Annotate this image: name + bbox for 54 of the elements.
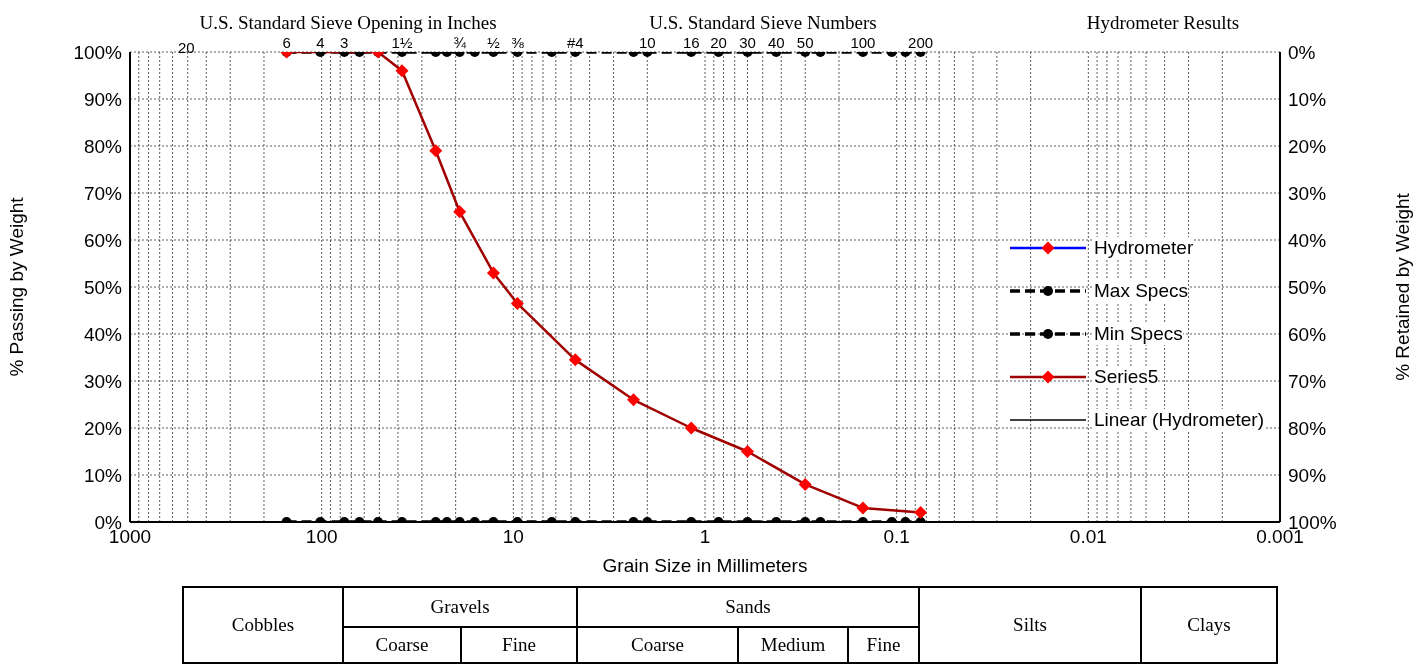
annotation: 20 bbox=[710, 34, 727, 51]
annotation: 100 bbox=[850, 34, 876, 51]
y-tick-label: 90% bbox=[83, 88, 123, 110]
y2-tick-label: 70% bbox=[1288, 370, 1327, 392]
text: U.S. Standard Sieve Numbers bbox=[648, 12, 878, 34]
y2-tick-label: 10% bbox=[1288, 88, 1327, 110]
x-axis-title: Grain Size in Millimeters bbox=[602, 555, 808, 576]
y2-tick-label: 40% bbox=[1288, 229, 1327, 251]
x-tick-label: 0.1 bbox=[883, 526, 910, 548]
x-tick-label: 10 bbox=[502, 526, 524, 548]
y2-tick-label: 0% bbox=[1288, 41, 1316, 63]
soil-classification-table: Cobbles Gravels Coarse Fine Sands Coarse Medium Fine Silts Clays bbox=[182, 586, 1278, 664]
y2-tick-label: 90% bbox=[1288, 464, 1327, 486]
y-tick-label: 80% bbox=[83, 135, 123, 157]
annotation: 40 bbox=[767, 34, 785, 51]
annotation: ⅜ bbox=[511, 34, 525, 51]
y-tick-label: 70% bbox=[83, 182, 123, 204]
annotation: 3 bbox=[340, 34, 349, 51]
y2-axis-title: % Retained by Weight bbox=[1391, 192, 1413, 381]
text: U.S. Standard Sieve Opening in Inches bbox=[198, 12, 498, 34]
y-tick-label: 50% bbox=[83, 276, 123, 298]
annotation: ½ bbox=[487, 34, 501, 51]
y2-tick-label: 60% bbox=[1288, 323, 1327, 345]
text: Hydrometer Results bbox=[1085, 12, 1241, 34]
annotation: 20 bbox=[178, 39, 195, 56]
y-tick-label: 30% bbox=[83, 370, 123, 392]
annotation: 50 bbox=[796, 34, 814, 51]
annotation: 30 bbox=[739, 34, 756, 51]
legend-label: Min Specs bbox=[1094, 322, 1183, 345]
y-tick-label: 10% bbox=[83, 464, 123, 486]
y-axis-title: % Passing by Weight bbox=[5, 196, 27, 377]
legend-label: Max Specs bbox=[1094, 279, 1188, 302]
annotation: 4 bbox=[316, 34, 325, 51]
legend-label: Linear (Hydrometer) bbox=[1094, 408, 1264, 431]
y2-tick-label: 20% bbox=[1288, 135, 1327, 157]
annotation: 10 bbox=[638, 34, 656, 51]
annotation: 200 bbox=[908, 34, 934, 51]
y-tick-label: 20% bbox=[83, 417, 123, 439]
annotation: #4 bbox=[566, 34, 584, 51]
legend-label: Hydrometer bbox=[1094, 236, 1194, 259]
y2-tick-label: 80% bbox=[1288, 417, 1327, 439]
annotation: 1½ bbox=[391, 34, 413, 51]
y-tick-label: 40% bbox=[83, 323, 123, 345]
y2-tick-label: 30% bbox=[1288, 182, 1327, 204]
legend-label: Series5 bbox=[1094, 365, 1159, 388]
x-tick-label: 100 bbox=[305, 526, 338, 548]
y-tick-label: 60% bbox=[83, 229, 123, 251]
x-tick-label: 0.01 bbox=[1069, 526, 1107, 548]
x-tick-label: 1 bbox=[699, 526, 711, 548]
y-tick-label: 100% bbox=[73, 41, 123, 63]
annotation: 16 bbox=[682, 34, 700, 51]
annotation: ¾ bbox=[453, 34, 467, 51]
y2-tick-label: 50% bbox=[1288, 276, 1327, 298]
annotation: 6 bbox=[282, 34, 291, 51]
